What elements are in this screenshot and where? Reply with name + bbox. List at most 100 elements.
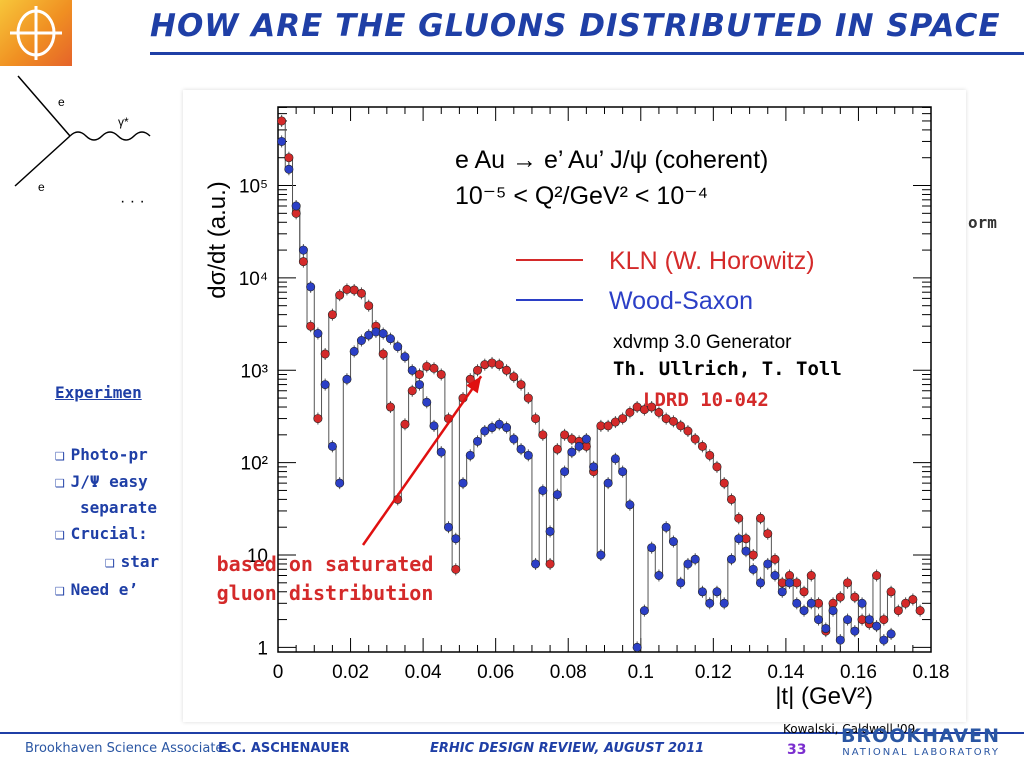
x-tick-label: 0.02 <box>332 662 369 683</box>
woodsaxon-point <box>596 550 606 560</box>
woodsaxon-point <box>763 559 773 569</box>
bullet-1: ❑ Photo-pr <box>55 445 148 464</box>
kln-point <box>618 414 628 424</box>
woodsaxon-point <box>683 559 693 569</box>
chart: 0 0.02 0.04 0.06 0.08 0.1 0.12 0.14 0.16 0.18 1 10 1… <box>204 106 950 710</box>
woodsaxon-point <box>879 635 889 645</box>
kln-point <box>872 571 882 581</box>
kln-point <box>429 363 439 373</box>
woodsaxon-point <box>291 201 301 211</box>
x-tick-label: 0.1 <box>628 662 654 683</box>
woodsaxon-point <box>857 598 867 608</box>
woodsaxon-point <box>473 436 483 446</box>
kln-point <box>755 513 765 523</box>
woodsaxon-point <box>755 578 765 588</box>
kln-point <box>603 421 613 431</box>
y-tick-label: 10³ <box>241 361 268 382</box>
woodsaxon-point <box>806 598 816 608</box>
woodsaxon-point <box>436 447 446 457</box>
woodsaxon-point <box>697 587 707 597</box>
woodsaxon-point <box>864 615 874 625</box>
kln-point <box>414 369 424 379</box>
feynman-sketch: e e γ* · · · <box>14 75 151 210</box>
woodsaxon-point <box>581 434 591 444</box>
kln-point <box>726 494 736 504</box>
woodsaxon-point <box>785 578 795 588</box>
bullet-4: ❑ Need e’ <box>55 580 139 599</box>
woodsaxon-point <box>378 329 388 339</box>
woodsaxon-point <box>509 434 519 444</box>
woodsaxon-point <box>385 334 395 344</box>
kln-point <box>473 365 483 375</box>
kln-point <box>734 513 744 523</box>
woodsaxon-point <box>886 629 896 639</box>
kln-point <box>806 571 816 581</box>
legend-label-kln: KLN (W. Horowitz) <box>609 247 815 275</box>
kln-point <box>364 301 374 311</box>
woodsaxon-point <box>313 329 323 339</box>
bullet-square-icon: ❑ <box>105 552 115 571</box>
woodsaxon-point <box>661 522 671 532</box>
bullet-square-icon: ❑ <box>55 524 65 543</box>
sub-bullet: ❑ star <box>105 552 160 571</box>
woodsaxon-point <box>538 485 548 495</box>
woodsaxon-point <box>835 635 845 645</box>
kln-point <box>915 606 925 616</box>
kln-point <box>320 349 330 359</box>
svg-text:e: e <box>58 95 65 109</box>
kln-point <box>277 116 287 126</box>
kln-point <box>625 407 635 417</box>
woodsaxon-point <box>429 421 439 431</box>
woodsaxon-point <box>872 621 882 631</box>
woodsaxon-point <box>843 615 853 625</box>
kln-point <box>494 360 504 370</box>
bullet-square-icon: ❑ <box>55 445 65 464</box>
reference-label: Kowalski, Caldwell '09 <box>783 722 916 736</box>
kln-point <box>327 310 337 320</box>
kln-point <box>712 462 722 472</box>
woodsaxon-point <box>734 534 744 544</box>
woodsaxon-point <box>712 587 722 597</box>
woodsaxon-point <box>371 327 381 337</box>
woodsaxon-point <box>458 478 468 488</box>
woodsaxon-point <box>748 564 758 574</box>
footer-event: eRHIC Design Review, August 2011 <box>430 741 705 756</box>
footer-org: Brookhaven Science Associates <box>25 741 231 756</box>
kln-point <box>313 414 323 424</box>
kln-point <box>436 369 446 379</box>
annotation-arrow-shaft <box>361 375 483 546</box>
woodsaxon-point <box>480 426 490 436</box>
logo-emblem-icon <box>10 6 62 60</box>
woodsaxon-point <box>647 543 657 553</box>
kln-point <box>531 414 541 424</box>
kln-point <box>560 430 570 440</box>
bullet-3: ❑ Crucial: <box>55 524 148 543</box>
svg-text:· · ·: · · · <box>120 193 145 210</box>
woodsaxon-point <box>828 606 838 616</box>
woodsaxon-point <box>531 559 541 569</box>
woodsaxon-point <box>777 587 787 597</box>
kln-point <box>683 426 693 436</box>
woodsaxon-point <box>407 365 417 375</box>
kln-point <box>850 592 860 602</box>
woodsaxon-point <box>277 136 287 146</box>
woodsaxon-point <box>422 397 432 407</box>
woodsaxon-point <box>719 598 729 608</box>
kln-point <box>284 153 294 163</box>
x-tick-label: 0.18 <box>913 662 950 683</box>
page-number: 33 <box>787 742 807 758</box>
kln-point <box>763 529 773 539</box>
kln-point <box>523 393 533 403</box>
kln-point <box>378 349 388 359</box>
kln-point <box>893 606 903 616</box>
chart-title-line1: e Au → e’ Au’ J/ψ (coherent) <box>455 146 768 174</box>
woodsaxon-point <box>770 571 780 581</box>
kln-point <box>908 594 918 604</box>
woodsaxon-point <box>799 606 809 616</box>
woodsaxon-point <box>349 346 359 356</box>
woodsaxon-point <box>850 626 860 636</box>
kln-point <box>610 417 620 427</box>
x-tick-label: 0.16 <box>840 662 877 683</box>
kln-point <box>516 380 526 390</box>
woodsaxon-point <box>523 450 533 460</box>
